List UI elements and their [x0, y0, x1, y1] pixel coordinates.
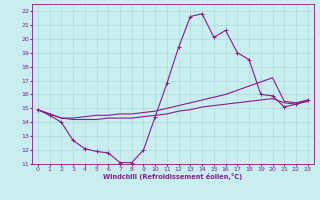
X-axis label: Windchill (Refroidissement éolien,°C): Windchill (Refroidissement éolien,°C) [103, 173, 243, 180]
